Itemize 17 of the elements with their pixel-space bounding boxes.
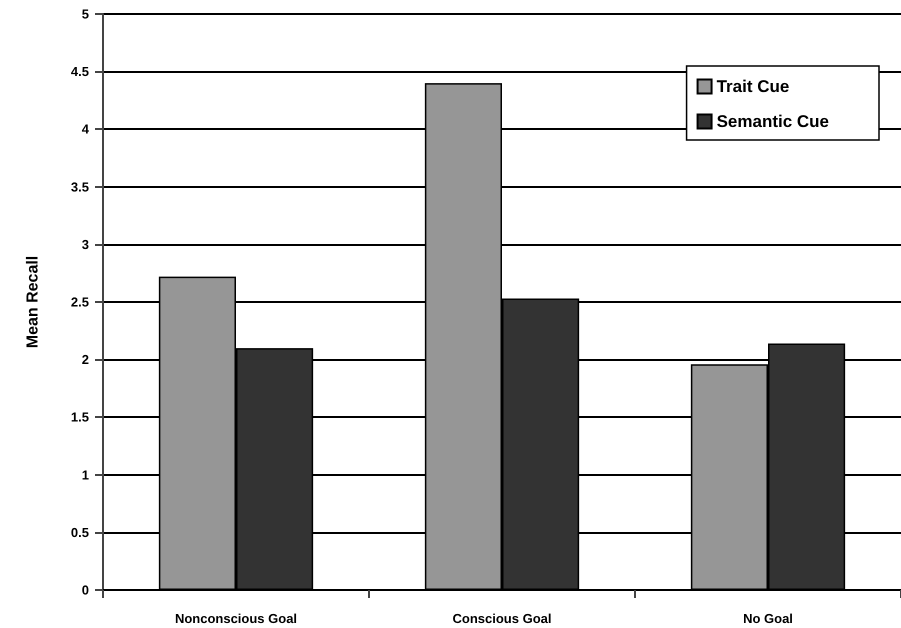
y-tick-label: 3 [82,236,89,252]
y-tick-label: 4.5 [70,64,89,80]
y-tick-label: 0 [82,582,89,598]
y-tick-label: 5 [82,6,89,22]
y-tick-label: 3.5 [70,179,89,194]
y-tick-label: 1.5 [70,410,89,425]
y-tick-label: 1 [82,467,89,482]
y-tick-label: 2 [82,352,89,368]
y-axis-title: Mean Recall [24,256,42,348]
legend-label: Trait Cue [716,77,790,96]
y-tick-label: 4 [82,122,90,137]
legend-label: Semantic Cue [716,112,830,131]
x-tick-label: Conscious Goal [452,611,552,626]
x-tick-label: No Goal [743,611,793,626]
x-tick-label: Nonconscious Goal [174,611,298,626]
y-tick-label: 0.5 [70,524,89,540]
y-tick-label: 2.5 [70,294,89,310]
